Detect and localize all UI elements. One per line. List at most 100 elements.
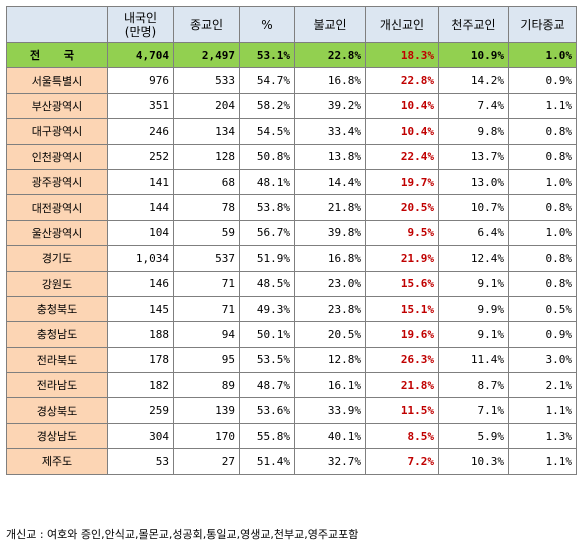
value-cell: 170 <box>173 422 240 450</box>
value-cell: 0.5% <box>508 295 577 323</box>
value-cell: 94 <box>173 321 240 348</box>
column-header: 기타종교 <box>508 6 577 43</box>
value-cell: 51.4% <box>239 448 295 475</box>
value-cell: 1.1% <box>508 397 577 424</box>
value-cell: 9.8% <box>438 118 509 145</box>
value-cell: 0.8% <box>508 118 577 145</box>
region-cell: 인천광역시 <box>6 143 108 170</box>
table-row: 부산광역시 351 204 58.2% 39.2% 10.4% 7.4% 1.1% <box>6 92 577 120</box>
value-cell: 12.4% <box>438 245 509 272</box>
value-cell: 0.8% <box>508 270 577 297</box>
protestant-cell: 19.7% <box>365 168 439 196</box>
table-row: 대전광역시 144 78 53.8% 21.8% 20.5% 10.7% 0.8% <box>6 194 577 221</box>
value-cell: 53.6% <box>239 397 295 424</box>
value-cell: 16.1% <box>294 372 366 399</box>
value-cell: 23.0% <box>294 270 366 297</box>
region-cell: 울산광역시 <box>6 219 108 247</box>
value-cell: 23.8% <box>294 295 366 323</box>
value-cell: 178 <box>107 346 174 374</box>
table-row: 경기도 1,034 537 51.9% 16.8% 21.9% 12.4% 0.8% <box>6 245 577 272</box>
value-cell: 144 <box>107 194 174 221</box>
value-cell: 14.2% <box>438 67 509 94</box>
region-cell: 강원도 <box>6 270 108 297</box>
protestant-cell: 10.4% <box>365 118 439 145</box>
value-cell: 12.8% <box>294 346 366 374</box>
column-header: 내국인 (만명) <box>107 6 174 43</box>
table-row: 전라남도 182 89 48.7% 16.1% 21.8% 8.7% 2.1% <box>6 372 577 399</box>
value-cell: 51.9% <box>239 245 295 272</box>
value-cell: 50.8% <box>239 143 295 170</box>
value-cell: 55.8% <box>239 422 295 450</box>
value-cell: 10.9% <box>438 41 509 69</box>
value-cell: 0.9% <box>508 67 577 94</box>
value-cell: 39.2% <box>294 92 366 120</box>
value-cell: 104 <box>107 219 174 247</box>
protestant-cell: 21.9% <box>365 245 439 272</box>
region-cell: 경상남도 <box>6 422 108 450</box>
value-cell: 48.7% <box>239 372 295 399</box>
table-row: 충청북도 145 71 49.3% 23.8% 15.1% 9.9% 0.5% <box>6 295 577 323</box>
table-row: 인천광역시 252 128 50.8% 13.8% 22.4% 13.7% 0.8% <box>6 143 577 170</box>
value-cell: 1,034 <box>107 245 174 272</box>
table-row: 광주광역시 141 68 48.1% 14.4% 19.7% 13.0% 1.0% <box>6 168 577 196</box>
value-cell: 182 <box>107 372 174 399</box>
value-cell: 6.4% <box>438 219 509 247</box>
value-cell: 71 <box>173 295 240 323</box>
value-cell: 7.1% <box>438 397 509 424</box>
value-cell: 11.4% <box>438 346 509 374</box>
region-cell: 부산광역시 <box>6 92 108 120</box>
value-cell: 9.9% <box>438 295 509 323</box>
value-cell: 128 <box>173 143 240 170</box>
value-cell: 188 <box>107 321 174 348</box>
value-cell: 39.8% <box>294 219 366 247</box>
table-row: 서울특별시 976 533 54.7% 16.8% 22.8% 14.2% 0.9% <box>6 67 577 94</box>
header-corner <box>6 6 108 43</box>
region-cell: 충청북도 <box>6 295 108 323</box>
column-header: % <box>239 6 295 43</box>
region-cell: 광주광역시 <box>6 168 108 196</box>
region-cell: 전 국 <box>6 41 108 69</box>
value-cell: 48.5% <box>239 270 295 297</box>
value-cell: 1.1% <box>508 448 577 475</box>
value-cell: 2.1% <box>508 372 577 399</box>
value-cell: 351 <box>107 92 174 120</box>
value-cell: 53.5% <box>239 346 295 374</box>
value-cell: 146 <box>107 270 174 297</box>
column-header: 천주교인 <box>438 6 509 43</box>
table-row: 제주도 53 27 51.4% 32.7% 7.2% 10.3% 1.1% <box>6 448 577 475</box>
value-cell: 56.7% <box>239 219 295 247</box>
value-cell: 16.8% <box>294 67 366 94</box>
table-row: 충청남도 188 94 50.1% 20.5% 19.6% 9.1% 0.9% <box>6 321 577 348</box>
value-cell: 1.0% <box>508 41 577 69</box>
value-cell: 1.0% <box>508 219 577 247</box>
protestant-cell: 15.1% <box>365 295 439 323</box>
protestant-cell: 11.5% <box>365 397 439 424</box>
value-cell: 139 <box>173 397 240 424</box>
value-cell: 0.8% <box>508 143 577 170</box>
region-cell: 전라북도 <box>6 346 108 374</box>
value-cell: 0.8% <box>508 194 577 221</box>
protestant-cell: 18.3% <box>365 41 439 69</box>
value-cell: 59 <box>173 219 240 247</box>
value-cell: 1.3% <box>508 422 577 450</box>
value-cell: 13.7% <box>438 143 509 170</box>
value-cell: 204 <box>173 92 240 120</box>
table-row: 경상남도 304 170 55.8% 40.1% 8.5% 5.9% 1.3% <box>6 422 577 450</box>
value-cell: 533 <box>173 67 240 94</box>
value-cell: 5.9% <box>438 422 509 450</box>
total-row: 전 국 4,704 2,497 53.1% 22.8% 18.3% 10.9% 1.0% <box>6 41 577 69</box>
value-cell: 9.1% <box>438 321 509 348</box>
value-cell: 48.1% <box>239 168 295 196</box>
value-cell: 33.9% <box>294 397 366 424</box>
protestant-cell: 21.8% <box>365 372 439 399</box>
value-cell: 54.7% <box>239 67 295 94</box>
protestant-cell: 22.8% <box>365 67 439 94</box>
value-cell: 20.5% <box>294 321 366 348</box>
value-cell: 95 <box>173 346 240 374</box>
header-row: 내국인 (만명) 종교인% 불교인 개신교인 천주교인 기타종교 <box>6 6 577 43</box>
value-cell: 8.7% <box>438 372 509 399</box>
region-cell: 대전광역시 <box>6 194 108 221</box>
value-cell: 1.1% <box>508 92 577 120</box>
value-cell: 40.1% <box>294 422 366 450</box>
value-cell: 304 <box>107 422 174 450</box>
